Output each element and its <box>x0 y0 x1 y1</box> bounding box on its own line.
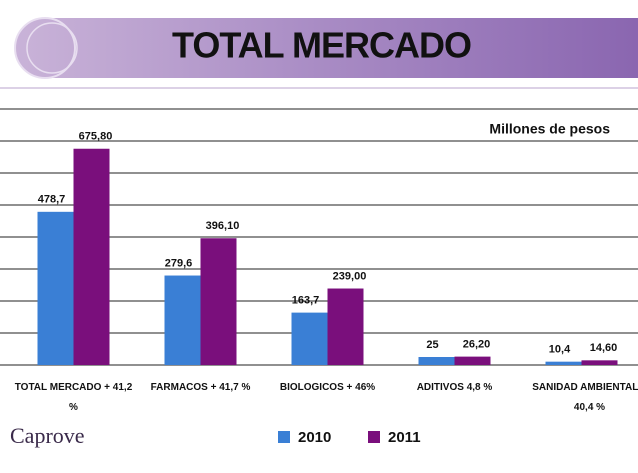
bar <box>38 212 74 365</box>
bar <box>546 362 582 365</box>
annotation: Millones de pesos <box>489 121 610 137</box>
chart-title: TOTAL MERCADO <box>172 25 472 66</box>
logo: Caprove <box>10 423 85 448</box>
x-tick-label: TOTAL MERCADO + 41,2 % <box>11 378 137 418</box>
bar <box>582 360 618 365</box>
legend-label: 2010 <box>298 429 331 446</box>
value-label: 675,80 <box>79 131 113 143</box>
legend-swatch <box>368 431 380 443</box>
page: TOTAL MERCADO Millones de pesos Caprove … <box>0 0 638 473</box>
value-label: 25 <box>426 339 438 351</box>
value-label: 239,00 <box>333 270 367 282</box>
legend-swatch <box>278 431 290 443</box>
value-label: 26,20 <box>463 339 491 351</box>
bar <box>328 289 364 365</box>
bar <box>74 149 110 365</box>
x-tick-label: SANIDAD AMBIENTAL + 40,4 % <box>525 378 638 418</box>
bar <box>165 276 201 365</box>
x-tick-label: ADITIVOS 4,8 % <box>392 378 518 398</box>
value-label: 396,10 <box>206 220 240 232</box>
value-label: 478,7 <box>38 194 66 206</box>
x-tick-label: BIOLOGICOS + 46% <box>265 378 391 398</box>
bar <box>292 313 328 365</box>
bar <box>201 238 237 365</box>
bar <box>419 357 455 365</box>
value-label: 163,7 <box>292 295 320 307</box>
value-label: 14,60 <box>590 342 618 354</box>
value-label: 10,4 <box>549 344 571 356</box>
x-tick-label: FARMACOS + 41,7 % <box>138 378 264 398</box>
bar <box>455 357 491 365</box>
legend-label: 2011 <box>388 429 421 446</box>
value-label: 279,6 <box>165 257 193 269</box>
